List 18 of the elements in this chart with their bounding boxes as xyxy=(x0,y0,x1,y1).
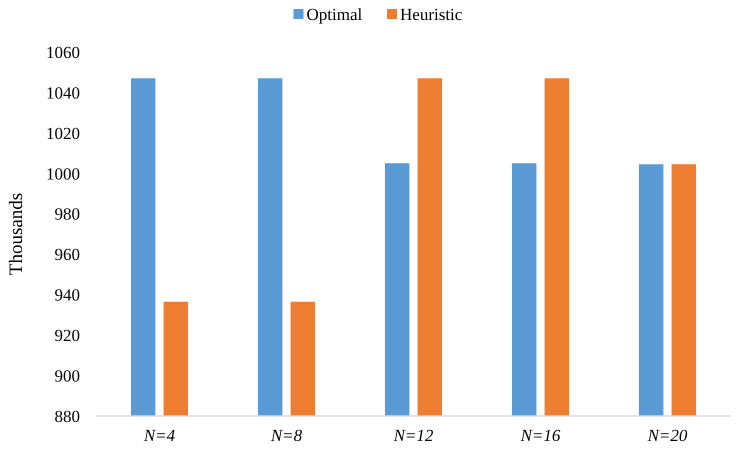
y-axis-title: Thousands xyxy=(6,192,27,276)
x-tick-label: N=4 xyxy=(142,426,176,445)
y-tick-label: 960 xyxy=(54,245,80,264)
y-tick-label: 980 xyxy=(54,204,80,224)
legend-label: Heuristic xyxy=(400,4,463,24)
y-tick-label: 1020 xyxy=(46,124,80,143)
x-tick-label: N=8 xyxy=(270,426,303,445)
y-tick-label: 1000 xyxy=(46,164,80,184)
y-tick-label: 880 xyxy=(54,406,80,426)
y-tick-label: 900 xyxy=(54,366,80,386)
legend-label: Optimal xyxy=(306,4,362,24)
y-tick-label: 920 xyxy=(54,326,80,346)
y-tick-label: 940 xyxy=(54,286,80,305)
x-tick-label: N=20 xyxy=(646,426,688,445)
x-tick-label: N=16 xyxy=(520,426,561,445)
x-tick-label: N=12 xyxy=(392,426,434,445)
y-tick-label: 1060 xyxy=(46,42,80,62)
y-tick-label: 1040 xyxy=(46,83,80,102)
